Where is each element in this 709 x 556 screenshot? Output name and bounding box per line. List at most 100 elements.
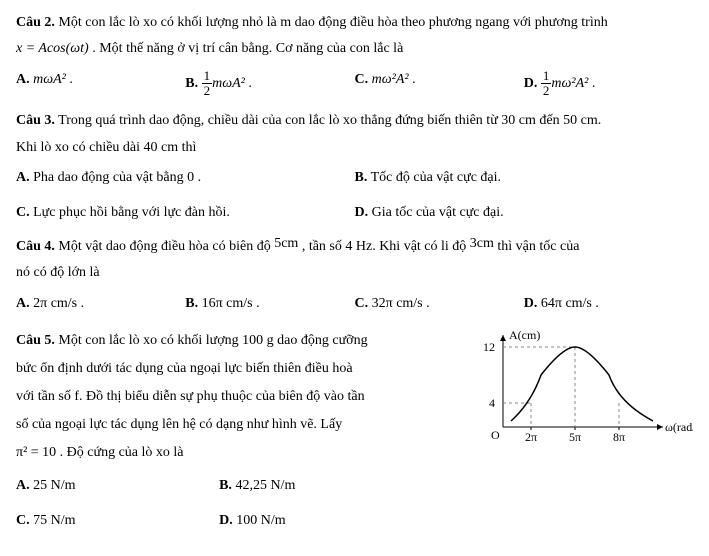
svg-text:4: 4 xyxy=(489,396,495,410)
q2-opt-c: C. mω²A² . xyxy=(355,69,524,99)
svg-text:8π: 8π xyxy=(613,430,625,444)
q5-line3: với tần số f. Đồ thị biểu diễn sự phụ th… xyxy=(16,383,465,411)
q4-c-val: 32π cm/s xyxy=(372,296,423,311)
q2-b-frac: 1 2 xyxy=(202,69,213,99)
q5-line4: số của ngoại lực tác dụng lên hệ có dạng… xyxy=(16,411,465,439)
q4-a-val: 2π cm/s xyxy=(33,296,77,311)
q5-opt-d: D. 100 N/m xyxy=(219,510,422,532)
q4-b-label: B. xyxy=(185,296,198,311)
q4-text3: thì vận tốc của xyxy=(497,239,579,254)
q3-c-val: Lực phục hồi bằng với lực đàn hồi. xyxy=(33,205,230,220)
q5-a-val: 25 N/m xyxy=(33,478,75,493)
q4-opt-a: A. 2π cm/s . xyxy=(16,293,185,315)
q5-d-label: D. xyxy=(219,513,233,528)
q3-label: Câu 3. xyxy=(16,113,55,128)
svg-text:O: O xyxy=(491,428,500,442)
q3-d-val: Gia tốc của vật cực đại. xyxy=(372,205,504,220)
q3-c-label: C. xyxy=(16,205,30,220)
q4-amp: 5cm xyxy=(274,236,298,251)
q2-d-den: 2 xyxy=(541,84,552,98)
q5-chart: A(cm) ω(rad/s) O 12 4 2π 5π 8π xyxy=(473,327,693,447)
q4-b-val: 16π cm/s xyxy=(202,296,253,311)
q3-b-label: B. xyxy=(355,170,368,185)
q3-b-val: Tốc độ của vật cực đại. xyxy=(371,170,501,185)
q3-line2: Khi lò xo có chiều dài 40 cm thì xyxy=(16,137,693,159)
svg-text:ω(rad/s): ω(rad/s) xyxy=(665,420,693,434)
q2-b-den: 2 xyxy=(202,84,213,98)
q4-text1: Một vật dao động điều hòa có biên độ xyxy=(58,239,270,254)
q5-chart-svg: A(cm) ω(rad/s) O 12 4 2π 5π 8π xyxy=(473,327,693,447)
q2-d-tail: mω²A² xyxy=(551,76,588,91)
q2-d-num: 1 xyxy=(541,69,552,84)
q3-line1: Câu 3. Trong quá trình dao động, chiều d… xyxy=(16,110,693,132)
q5-line1: Câu 5. Một con lắc lò xo có khối lượng 1… xyxy=(16,327,465,355)
q4-a-label: A. xyxy=(16,296,30,311)
q2-d-frac: 1 2 xyxy=(541,69,552,99)
q5-text5: . Độ cứng của lò xo là xyxy=(60,445,184,460)
q5-d-val: 100 N/m xyxy=(236,513,285,528)
q2-opt-d: D. 1 2 mω²A² . xyxy=(524,69,693,99)
q5-a-label: A. xyxy=(16,478,30,493)
q3-a-tail: 0 xyxy=(187,170,194,185)
q5-pi2: π² = 10 xyxy=(16,445,56,460)
q3-opt-d: D. Gia tốc của vật cực đại. xyxy=(355,202,694,224)
q3-d-label: D. xyxy=(355,205,369,220)
q3-a-val: Pha dao động của vật bằng xyxy=(33,170,183,185)
q2-d-label: D. xyxy=(524,76,538,91)
q5-c-label: C. xyxy=(16,513,30,528)
q4-d-val: 64π cm/s xyxy=(541,296,592,311)
q5-opt-b: B. 42,25 N/m xyxy=(219,475,422,497)
q5-b-label: B. xyxy=(219,478,232,493)
q4-label: Câu 4. xyxy=(16,239,55,254)
q3-opt-b: B. Tốc độ của vật cực đại. xyxy=(355,167,694,189)
q4-opt-d: D. 64π cm/s . xyxy=(524,293,693,315)
q2-b-num: 1 xyxy=(202,69,213,84)
q5-line5: π² = 10 . Độ cứng của lò xo là xyxy=(16,439,465,467)
q5-b-val: 42,25 N/m xyxy=(235,478,295,493)
q2-b-label: B. xyxy=(185,76,198,91)
q4-line1: Câu 4. Một vật dao động điều hòa có biên… xyxy=(16,236,693,258)
q2-opt-a: A. mωA² . xyxy=(16,69,185,99)
q2-options: A. mωA² . B. 1 2 mωA² . C. mω²A² . D. 1 … xyxy=(16,69,693,99)
svg-text:2π: 2π xyxy=(525,430,537,444)
q3-text1: Trong quá trình dao động, chiều dài của … xyxy=(58,113,601,128)
q2-c-val: mω²A² xyxy=(372,72,409,87)
q4-opt-b: B. 16π cm/s . xyxy=(185,293,354,315)
q3-opt-a: A. Pha dao động của vật bằng 0 . xyxy=(16,167,355,189)
q5-opt-c: C. 75 N/m xyxy=(16,510,219,532)
svg-text:A(cm): A(cm) xyxy=(509,328,540,342)
q2-b-tail: mωA² xyxy=(212,76,245,91)
q5-opt-a: A. 25 N/m xyxy=(16,475,219,497)
q4-d-label: D. xyxy=(524,296,538,311)
q5-text1: Một con lắc lò xo có khối lượng 100 g da… xyxy=(58,333,367,348)
q4-disp: 3cm xyxy=(470,236,494,251)
q5-options-2: C. 75 N/m D. 100 N/m xyxy=(16,510,422,532)
q5-options-1: A. 25 N/m B. 42,25 N/m xyxy=(16,475,422,497)
q2-line1: Câu 2. Một con lắc lò xo có khối lượng n… xyxy=(16,12,693,34)
q5-c-val: 75 N/m xyxy=(33,513,75,528)
q2-eq: x = Acos(ωt) xyxy=(16,41,89,56)
q3-options-2: C. Lực phục hồi bằng với lực đàn hồi. D.… xyxy=(16,202,693,224)
q2-text1: Một con lắc lò xo có khối lượng nhỏ là m… xyxy=(58,15,607,30)
q2-a-val: mωA² xyxy=(33,72,66,87)
q2-a-label: A. xyxy=(16,72,30,87)
q4-opt-c: C. 32π cm/s . xyxy=(355,293,524,315)
q5-text-block: Câu 5. Một con lắc lò xo có khối lượng 1… xyxy=(16,327,473,467)
q2-opt-b: B. 1 2 mωA² . xyxy=(185,69,354,99)
svg-text:12: 12 xyxy=(483,340,495,354)
q4-line2: nó có độ lớn là xyxy=(16,262,693,284)
q5-label: Câu 5. xyxy=(16,333,55,348)
q2-c-label: C. xyxy=(355,72,369,87)
q4-text2: , tần số 4 Hz. Khi vật có li độ xyxy=(302,239,466,254)
svg-text:5π: 5π xyxy=(569,430,581,444)
q2-line2: x = Acos(ωt) . Một thế năng ở vị trí cân… xyxy=(16,38,693,60)
q4-options: A. 2π cm/s . B. 16π cm/s . C. 32π cm/s .… xyxy=(16,293,693,315)
q2-text2: . Một thế năng ở vị trí cân bằng. Cơ năn… xyxy=(92,41,403,56)
q3-options-1: A. Pha dao động của vật bằng 0 . B. Tốc … xyxy=(16,167,693,189)
q3-opt-c: C. Lực phục hồi bằng với lực đàn hồi. xyxy=(16,202,355,224)
q3-a-label: A. xyxy=(16,170,30,185)
q4-c-label: C. xyxy=(355,296,369,311)
q5-wrap: Câu 5. Một con lắc lò xo có khối lượng 1… xyxy=(16,327,693,467)
q2-label: Câu 2. xyxy=(16,15,55,30)
q5-line2: bức ổn định dưới tác dụng của ngoại lực … xyxy=(16,355,465,383)
